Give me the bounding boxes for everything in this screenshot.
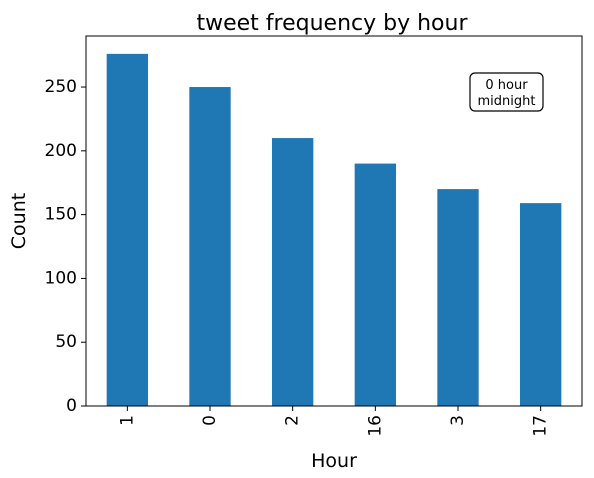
y-axis-label: Count (8, 193, 30, 249)
annotation-line-1: 0 hour (485, 78, 528, 93)
x-tick-label: 2 (283, 415, 303, 426)
x-tick-label: 17 (531, 415, 551, 437)
x-tick-label: 1 (117, 415, 137, 426)
annotation-line-2: midnight (478, 94, 536, 109)
y-tick-label: 0 (66, 396, 77, 416)
bars-group (106, 53, 562, 407)
x-tick-label: 3 (448, 415, 468, 426)
x-tick-label: 16 (365, 415, 385, 437)
x-axis-label: Hour (311, 450, 357, 472)
bar-hour-2 (272, 138, 314, 406)
chart-title: tweet frequency by hour (196, 11, 468, 36)
bar-hour-1 (106, 53, 148, 407)
annotation-box: 0 hour midnight (469, 72, 544, 112)
y-axis-ticks: 0 50 100 150 200 250 (45, 77, 86, 416)
y-tick-label: 200 (45, 141, 77, 161)
bar-hour-3 (437, 189, 479, 406)
plot-area-frame (85, 35, 583, 407)
bar-hour-17 (520, 203, 562, 406)
y-tick-label: 50 (55, 332, 77, 352)
y-tick-label: 100 (45, 268, 77, 288)
x-axis-ticks: 1 0 2 16 3 17 (117, 406, 551, 437)
bar-hour-16 (354, 163, 396, 406)
y-tick-label: 250 (45, 77, 77, 97)
bar-hour-0 (189, 87, 231, 406)
y-tick-label: 150 (45, 205, 77, 225)
x-tick-label: 0 (200, 415, 220, 426)
